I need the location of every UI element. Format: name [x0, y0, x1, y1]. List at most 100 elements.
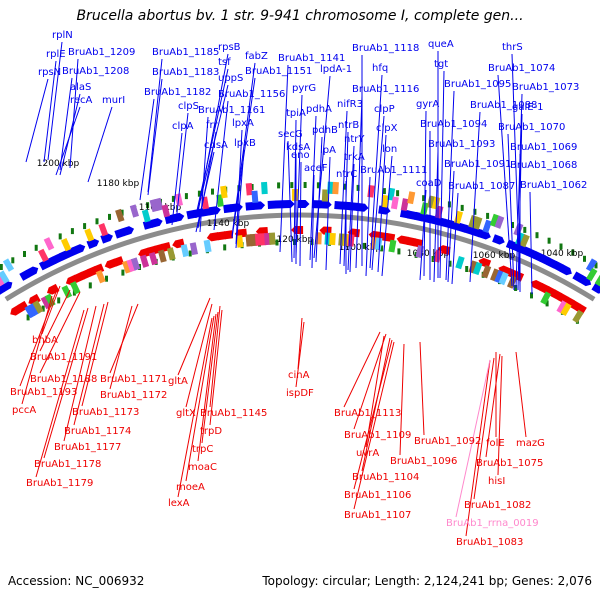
feature-box [572, 309, 584, 324]
tick-mark [448, 260, 452, 267]
reverse-gene-arrow [511, 271, 525, 282]
leader-line [177, 297, 211, 376]
feature-box [400, 198, 409, 212]
feature-box [481, 265, 492, 279]
forward-gene-label: BruAb1_1087 [448, 181, 515, 192]
forward-gene-label: frr [206, 120, 218, 131]
leader-line [185, 303, 213, 408]
leader-line [21, 295, 53, 405]
leader-line [287, 140, 293, 263]
tick-mark [473, 208, 477, 215]
feature-box [251, 190, 259, 204]
feature-box [126, 258, 136, 273]
forward-gene-arrow [171, 212, 185, 223]
leader-line [515, 351, 527, 438]
feature-box [220, 185, 228, 199]
gene-labels: rplN rplE rpsN BruAb1_1209 BruAb1_1208 alaS re… [10, 30, 587, 548]
feature-box [332, 181, 339, 195]
leader-line [177, 317, 213, 498]
forward-gene-label: lpA [320, 145, 336, 156]
leader-line [147, 58, 163, 193]
forward-gene-label: BruAb1_1208 [62, 66, 129, 77]
leader-line [47, 41, 63, 161]
tick-mark [310, 239, 314, 246]
forward-gene-label: uppS [218, 73, 243, 84]
feature-box [98, 223, 109, 237]
leader-line [209, 305, 221, 408]
forward-gene-label: rpsN [38, 67, 61, 78]
forward-gene-label: BruAb1_1091 [444, 159, 511, 170]
reverse-gene-label: BruAb1_1096 [390, 456, 457, 467]
reverse-gene-label: trpD [200, 426, 222, 437]
reverse-gene-label: BruAb1_1092 [414, 436, 481, 447]
leader-line [43, 307, 89, 459]
leader-line [195, 68, 229, 216]
feature-box [141, 209, 151, 223]
reverse-gene-arrow [111, 256, 125, 267]
leader-line [295, 94, 303, 257]
feature-box [130, 257, 141, 271]
accession-text: Accession: NC_006932 [8, 574, 145, 588]
forward-gene-label: coaD [416, 178, 442, 189]
reverse-gene-label: BruAb1_1104 [352, 472, 419, 483]
leader-line [311, 174, 315, 269]
leader-line [69, 58, 79, 169]
tick-mark [356, 184, 360, 191]
forward-gene-label: ntrY [344, 134, 365, 145]
forward-gene-arrow [297, 199, 310, 209]
leader-line [423, 110, 427, 277]
tick-mark [545, 300, 549, 307]
leader-line [313, 75, 331, 259]
feature-box [261, 181, 268, 195]
forward-gene-label: murI [102, 95, 125, 106]
tick-mark [108, 213, 111, 220]
forward-gene-arrow [492, 234, 505, 245]
forward-gene-label: lpxA [232, 118, 254, 129]
leader-line [139, 98, 155, 201]
feature-box [586, 267, 598, 282]
tick-mark [197, 190, 201, 197]
leader-line [201, 311, 219, 444]
forward-gene-label: BruAb1_1185 [152, 47, 219, 58]
forward-gene-label: alaS [70, 82, 91, 93]
leader-line [213, 100, 229, 231]
leader-line [343, 331, 381, 408]
feature-box [489, 213, 500, 228]
tick-mark [57, 297, 61, 304]
forward-gene-label: BruAb1_1070 [498, 122, 565, 133]
forward-gene-label: BruAb1_1116 [352, 84, 419, 95]
tick-mark [184, 193, 188, 200]
leader-line [295, 321, 305, 388]
reverse-gene-label: trpC [192, 444, 213, 455]
reverse-gene-label: mazG [516, 438, 545, 449]
forward-gene-label: BruAb1_1068 [510, 160, 577, 171]
reverse-gene-label: hisI [488, 476, 505, 487]
leader-line [35, 309, 85, 478]
forward-gene-arrow [25, 266, 39, 278]
feature-box [24, 304, 36, 319]
forward-gene-label: rplE [46, 49, 66, 60]
leader-line [199, 116, 209, 233]
map-title: Brucella abortus bv. 1 str. 9-941 chromo… [76, 8, 524, 24]
feature-box [556, 300, 568, 314]
leader-line [309, 115, 317, 261]
tick-mark [290, 182, 294, 189]
forward-gene-label: clpX [376, 123, 398, 134]
tick-mark [460, 204, 464, 211]
leader-line [465, 359, 491, 537]
reverse-gene-label: BruAb1_1174 [64, 426, 131, 437]
reverse-gene-label: BruAb1_1109 [344, 430, 411, 441]
tick-mark [58, 233, 62, 240]
leader-line [299, 161, 302, 267]
reverse-gene-label: BruAb1_1188 [30, 374, 97, 385]
tick-mark [121, 269, 125, 276]
forward-gene-label: BruAb1_1182 [144, 87, 211, 98]
leader-line [39, 291, 81, 374]
feature-box [321, 189, 329, 202]
leader-line [87, 106, 113, 183]
tick-mark [223, 244, 227, 251]
forward-gene-label: BruAb1_1094 [420, 119, 487, 130]
tick-mark [11, 257, 15, 264]
scale-tick-label: 1040 kbp [541, 249, 584, 259]
forward-gene-label: BruAb1_1156 [218, 89, 285, 100]
